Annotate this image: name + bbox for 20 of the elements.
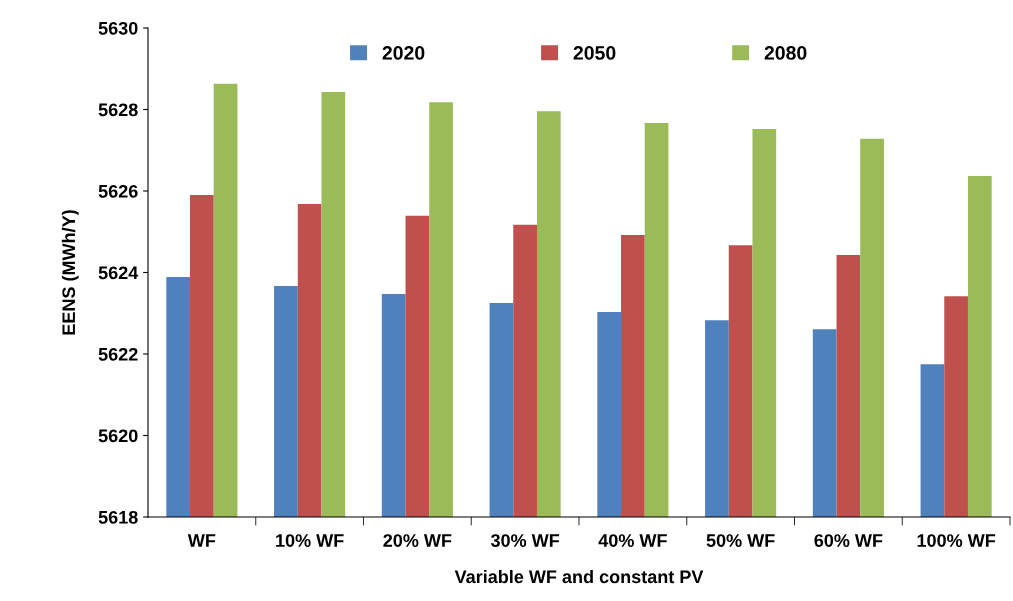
x-tick-label: 30% WF — [490, 534, 560, 547]
x-tick-label: 10% WF — [276, 534, 344, 547]
x-tick-label: 40% WF — [598, 534, 667, 547]
x-tick-label: 100% WF — [917, 534, 996, 547]
x-tick-label: 50% WF — [706, 534, 775, 547]
y-tick-label: 5618 — [98, 510, 138, 524]
x-tick-label: 20% WF — [383, 534, 452, 547]
y-tick-label: 5622 — [98, 347, 138, 361]
y-tick-label: 5620 — [98, 429, 138, 443]
y-tick-label: 5628 — [98, 103, 138, 117]
y-tick-label: 5624 — [98, 266, 139, 280]
legend-label: 2050 — [573, 46, 616, 60]
x-axis-title: Variable WF and constant PV — [454, 569, 704, 584]
y-axis-title: EENS (MWh/Y) — [61, 210, 79, 335]
legend-label: 2020 — [382, 46, 425, 60]
y-tick-label: 5630 — [98, 21, 138, 35]
x-tick-label: 60% WF — [814, 534, 883, 547]
legend-label: 2080 — [764, 46, 807, 60]
y-tick-label: 5626 — [98, 184, 138, 198]
x-tick-label: WF — [187, 534, 216, 547]
